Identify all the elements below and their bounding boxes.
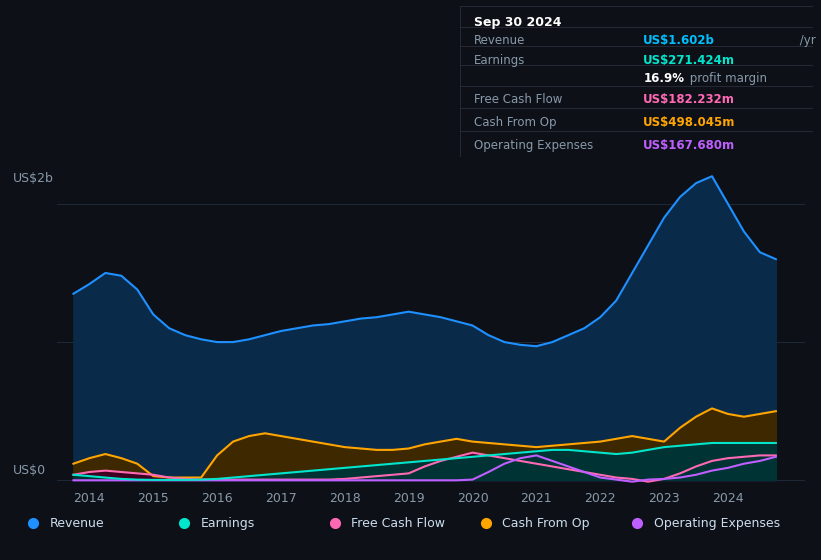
Text: US$2b: US$2b [12, 172, 53, 185]
Text: profit margin: profit margin [686, 72, 767, 85]
Text: US$167.680m: US$167.680m [644, 139, 736, 152]
Text: US$1.602b: US$1.602b [644, 34, 715, 48]
Text: Free Cash Flow: Free Cash Flow [474, 94, 562, 106]
Text: US$182.232m: US$182.232m [644, 94, 736, 106]
Text: Operating Expenses: Operating Expenses [654, 516, 780, 530]
Text: 16.9%: 16.9% [644, 72, 685, 85]
Text: Sep 30 2024: Sep 30 2024 [474, 16, 562, 29]
Text: Revenue: Revenue [474, 34, 525, 48]
Text: Revenue: Revenue [49, 516, 104, 530]
Text: Earnings: Earnings [200, 516, 255, 530]
Text: Cash From Op: Cash From Op [474, 116, 557, 129]
Text: US$498.045m: US$498.045m [644, 116, 736, 129]
Text: Free Cash Flow: Free Cash Flow [351, 516, 445, 530]
Text: US$271.424m: US$271.424m [644, 54, 736, 67]
Text: US$0: US$0 [12, 464, 46, 478]
Text: Cash From Op: Cash From Op [502, 516, 590, 530]
Text: /yr: /yr [796, 34, 815, 48]
Text: Operating Expenses: Operating Expenses [474, 139, 593, 152]
Text: Earnings: Earnings [474, 54, 525, 67]
